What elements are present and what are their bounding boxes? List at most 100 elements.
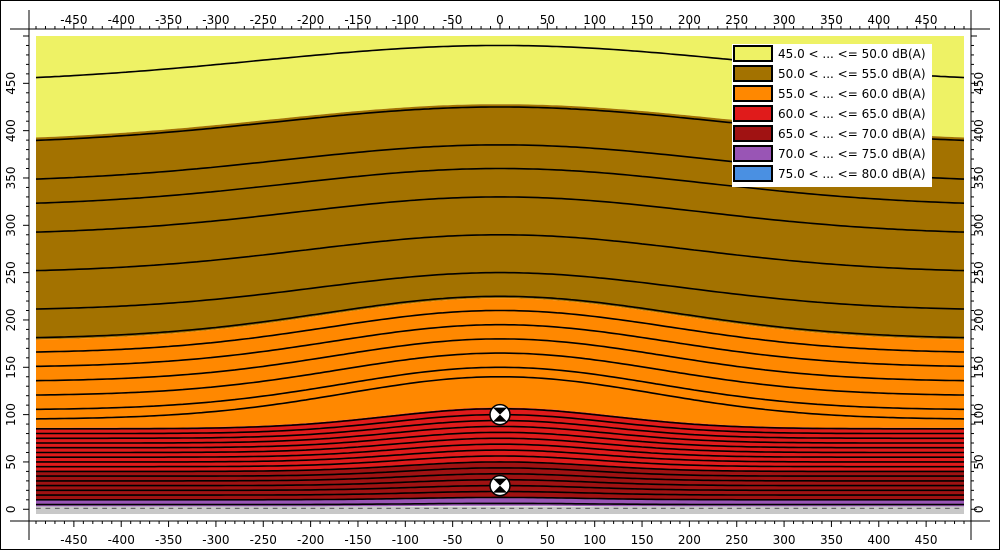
x-tick-label-bottom: -450 xyxy=(60,533,87,547)
contour-line xyxy=(36,449,964,463)
x-tick-label-bottom: -200 xyxy=(297,533,324,547)
legend-label: 45.0 < ... <= 50.0 dB(A) xyxy=(778,47,926,61)
contour-line xyxy=(36,323,964,368)
contour-line xyxy=(36,467,964,477)
x-tick-label-bottom: 100 xyxy=(583,533,606,547)
x-tick-label-bottom: 0 xyxy=(496,533,504,547)
contour-line xyxy=(36,352,964,396)
x-tick-label-bottom: -100 xyxy=(392,533,419,547)
y-tick-label-left: 50 xyxy=(4,454,18,469)
y-tick-label-left: 200 xyxy=(4,309,18,332)
noise-source-icon xyxy=(489,474,511,497)
y-tick-label-left: 350 xyxy=(4,167,18,190)
x-tick-label-bottom: -150 xyxy=(344,533,371,547)
x-tick-label-top: 250 xyxy=(725,13,748,27)
contour-lines xyxy=(36,44,964,506)
x-tick-label-top: 350 xyxy=(820,13,843,27)
contour-line xyxy=(36,338,964,382)
y-tick-label-right: 250 xyxy=(972,261,986,284)
noise-sources xyxy=(489,403,511,497)
legend-swatch xyxy=(733,85,773,102)
x-tick-label-bottom: -400 xyxy=(108,533,135,547)
legend-label: 60.0 < ... <= 65.0 dB(A) xyxy=(778,107,926,121)
legend-swatch xyxy=(733,65,773,82)
x-tick-label-bottom: -350 xyxy=(155,533,182,547)
contour-line xyxy=(36,425,964,444)
y-tick-label-left: 0 xyxy=(4,505,18,513)
contour-line xyxy=(36,496,964,501)
x-tick-label-top: 300 xyxy=(773,13,796,27)
contour-line xyxy=(36,376,964,420)
legend-label: 50.0 < ... <= 55.0 dB(A) xyxy=(778,67,926,81)
x-tick-label-bottom: 50 xyxy=(540,533,555,547)
legend-label: 65.0 < ... <= 70.0 dB(A) xyxy=(778,127,926,141)
contour-line xyxy=(36,461,964,473)
contour-line xyxy=(36,455,964,468)
x-tick-label-bottom: 250 xyxy=(725,533,748,547)
y-tick-label-right: 0 xyxy=(972,505,986,513)
x-tick-label-top: -400 xyxy=(108,13,135,27)
y-tick-label-right: 200 xyxy=(972,309,986,332)
contour-line xyxy=(36,196,964,233)
x-tick-label-bottom: -250 xyxy=(250,533,277,547)
x-tick-label-top: -150 xyxy=(344,13,371,27)
contour-line xyxy=(36,502,964,506)
legend-label: 55.0 < ... <= 60.0 dB(A) xyxy=(778,87,926,101)
y-tick-label-right: 150 xyxy=(972,356,986,379)
legend-swatch xyxy=(733,145,773,162)
x-tick-label-top: 0 xyxy=(496,13,504,27)
contour-line xyxy=(36,271,964,310)
legend-label: 75.0 < ... <= 80.0 dB(A) xyxy=(778,167,926,181)
y-tick-label-left: 450 xyxy=(4,72,18,95)
contour-line xyxy=(36,295,964,339)
y-tick-label-left: 300 xyxy=(4,214,18,237)
x-tick-label-top: 400 xyxy=(867,13,890,27)
y-tick-label-right: 350 xyxy=(972,167,986,190)
contour-line xyxy=(36,443,964,458)
y-tick-label-left: 100 xyxy=(4,403,18,426)
x-tick-label-top: -350 xyxy=(155,13,182,27)
legend: 45.0 < ... <= 50.0 dB(A) 50.0 < ... <= 55… xyxy=(732,44,932,187)
y-tick-label-right: 50 xyxy=(972,454,986,469)
legend-swatch xyxy=(733,165,773,182)
contour-line xyxy=(36,473,964,482)
contour-line xyxy=(36,167,964,204)
legend-swatch xyxy=(733,105,773,122)
x-tick-label-top: 50 xyxy=(540,13,555,27)
y-tick-label-right: 400 xyxy=(972,119,986,142)
contour-line xyxy=(36,437,964,454)
noise-source-icon xyxy=(489,403,511,426)
x-tick-label-bottom: 300 xyxy=(773,533,796,547)
x-tick-label-top: -250 xyxy=(250,13,277,27)
x-tick-label-top: -450 xyxy=(60,13,87,27)
contour-line xyxy=(36,309,964,353)
road-strip xyxy=(36,506,964,514)
x-tick-label-bottom: -300 xyxy=(202,533,229,547)
y-tick-label-left: 250 xyxy=(4,261,18,284)
y-tick-label-left: 150 xyxy=(4,356,18,379)
x-tick-label-bottom: 150 xyxy=(631,533,654,547)
y-tick-label-right: 100 xyxy=(972,403,986,426)
x-tick-label-top: 200 xyxy=(678,13,701,27)
contour-line xyxy=(36,431,964,449)
legend-swatch xyxy=(733,125,773,142)
x-tick-label-bottom: 350 xyxy=(820,533,843,547)
contour-line xyxy=(36,234,964,272)
x-tick-label-top: -50 xyxy=(443,13,463,27)
x-tick-label-top: -200 xyxy=(297,13,324,27)
x-tick-label-top: -100 xyxy=(392,13,419,27)
x-tick-label-bottom: 450 xyxy=(915,533,938,547)
contour-line xyxy=(36,366,964,411)
road-surface xyxy=(36,506,964,514)
y-tick-label-right: 450 xyxy=(972,72,986,95)
x-tick-label-top: 150 xyxy=(631,13,654,27)
x-tick-label-bottom: -50 xyxy=(443,533,463,547)
x-tick-label-bottom: 200 xyxy=(678,533,701,547)
contour-band-3 xyxy=(36,407,964,472)
x-tick-label-bottom: 400 xyxy=(867,533,890,547)
y-tick-label-left: 400 xyxy=(4,119,18,142)
y-tick-label-right: 300 xyxy=(972,214,986,237)
legend-swatch xyxy=(733,45,773,62)
